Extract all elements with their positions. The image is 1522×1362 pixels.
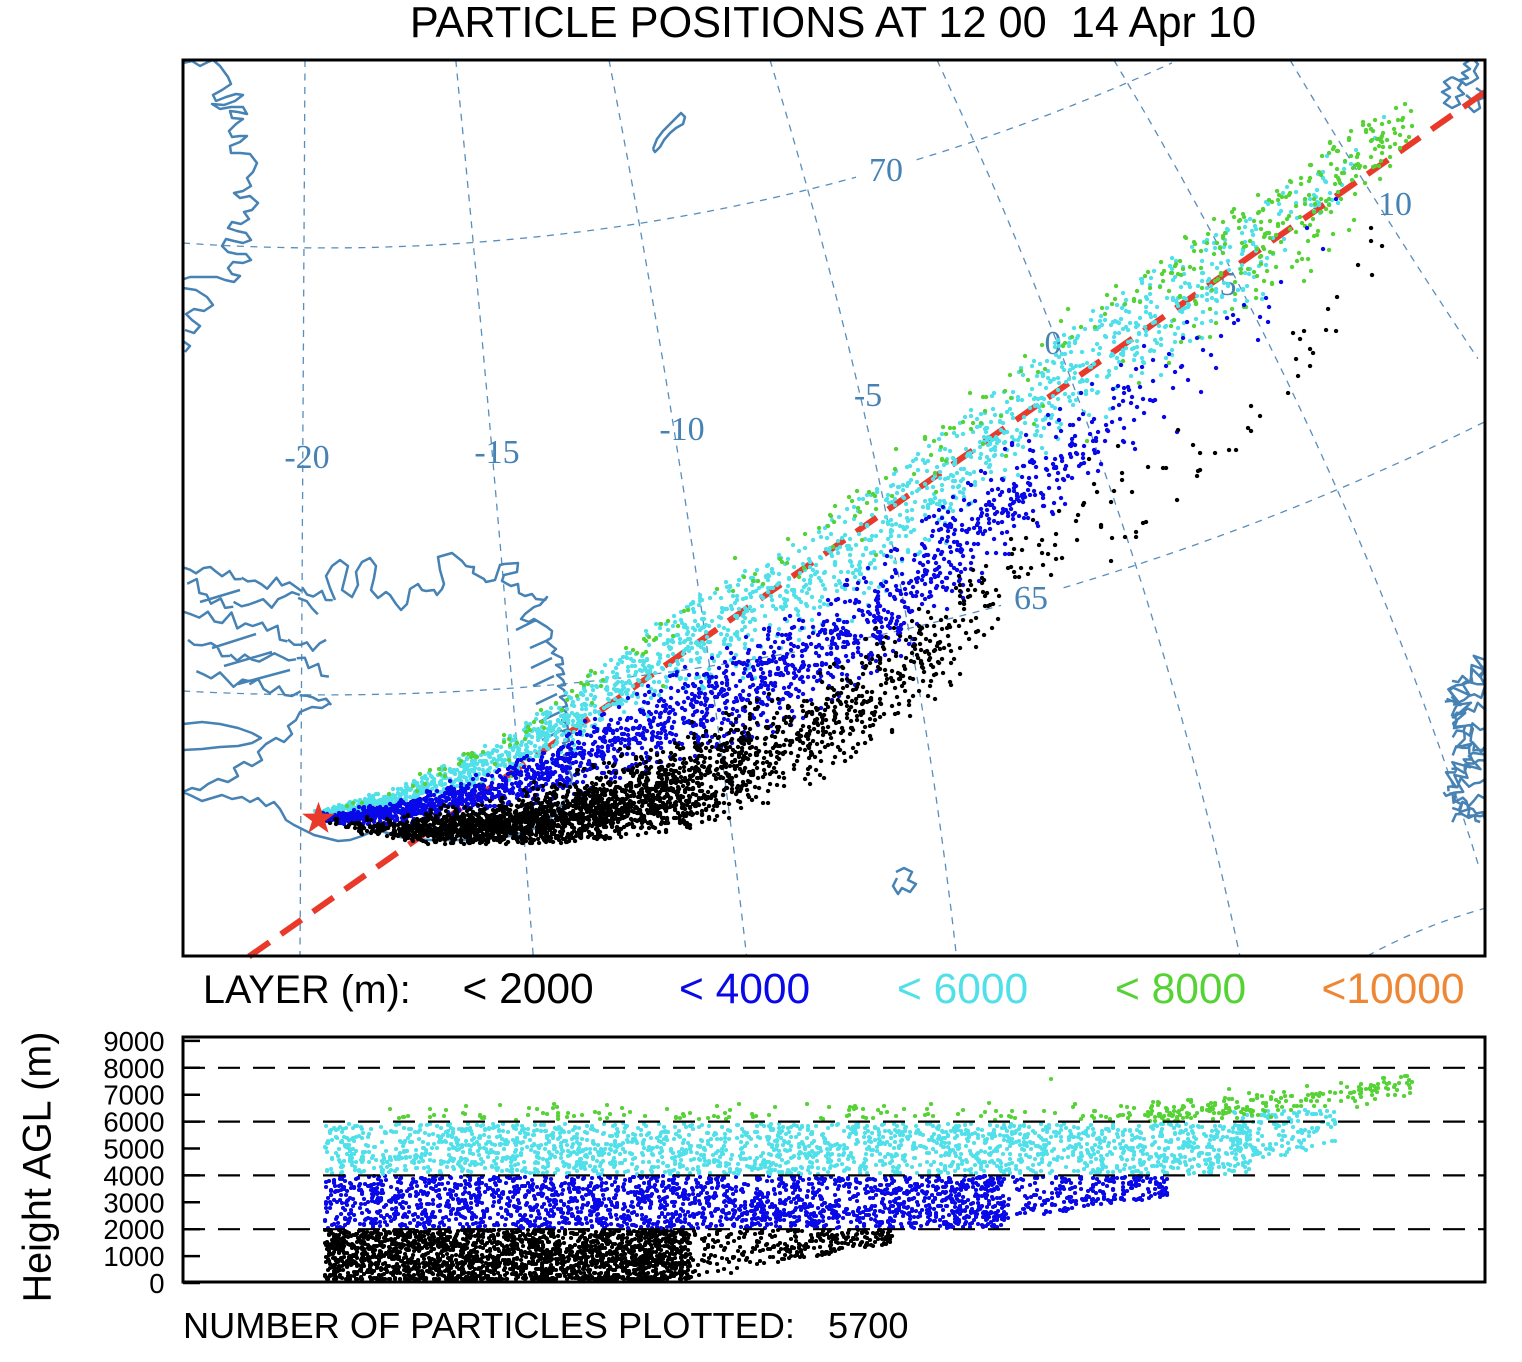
svg-text:8000: 8000 (103, 1053, 164, 1084)
svg-text:NUMBER OF PARTICLES PLOTTED:: NUMBER OF PARTICLES PLOTTED: (183, 1305, 795, 1346)
svg-text:Height AGL (m): Height AGL (m) (16, 1032, 60, 1303)
svg-text:5000: 5000 (103, 1134, 164, 1165)
svg-text:5700: 5700 (828, 1305, 909, 1346)
svg-text:-15: -15 (474, 434, 519, 471)
svg-text:65: 65 (1014, 580, 1048, 617)
svg-text:4000: 4000 (103, 1160, 164, 1191)
svg-text:70: 70 (869, 152, 903, 189)
svg-text:< 4000: < 4000 (679, 966, 810, 1013)
svg-text:< 6000: < 6000 (897, 966, 1028, 1013)
svg-text:PARTICLE POSITIONS AT 12 00 1: PARTICLE POSITIONS AT 12 00 14 Apr 10 (410, 0, 1256, 47)
svg-text:-20: -20 (284, 439, 329, 476)
svg-text:7000: 7000 (103, 1080, 164, 1111)
svg-text:-5: -5 (854, 377, 882, 414)
svg-text:<10000: <10000 (1322, 966, 1465, 1013)
svg-text:3000: 3000 (103, 1187, 164, 1218)
svg-text:< 2000: < 2000 (463, 966, 594, 1013)
svg-text:9000: 9000 (103, 1026, 164, 1057)
svg-text:-10: -10 (659, 411, 704, 448)
svg-text:2000: 2000 (103, 1214, 164, 1245)
svg-text:< 8000: < 8000 (1115, 966, 1246, 1013)
svg-text:0: 0 (149, 1268, 164, 1299)
svg-text:6000: 6000 (103, 1107, 164, 1138)
svg-text:10: 10 (1378, 186, 1412, 223)
svg-text:1000: 1000 (103, 1241, 164, 1272)
svg-text:LAYER (m):: LAYER (m): (203, 968, 411, 1012)
